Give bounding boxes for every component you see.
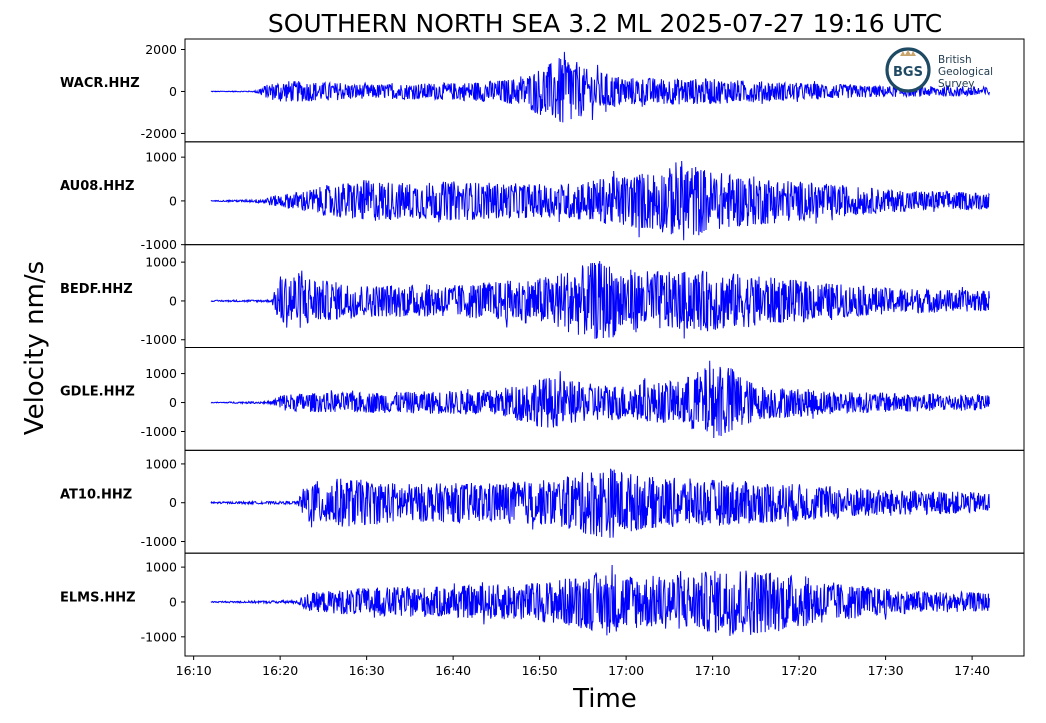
y-tick-label: 0: [169, 594, 177, 609]
x-tick-label: 16:30: [349, 663, 385, 678]
panel-elms-hhz: 1000 0 -1000 ELMS.HHZ: [60, 552, 1025, 657]
y-tick-label: 0: [169, 193, 177, 208]
y-tick-label: -1000: [141, 237, 177, 252]
x-axis: 16:10 16:20 16:30 16:40 16:50 17:00 17:10 17:20…: [176, 656, 990, 678]
y-tick-label: 0: [169, 84, 177, 99]
bgs-logo-ring: [885, 47, 931, 93]
waveform-trace: [210, 360, 990, 439]
panel-at10-hhz: 1000 0 -1000 AT10.HHZ: [60, 449, 1025, 554]
y-tick-label: -1000: [141, 332, 177, 347]
panel-gdle-hhz: 1000 0 -1000 GDLE.HHZ: [60, 347, 1025, 451]
x-tick-label: 17:40: [954, 663, 990, 678]
panels-group: 20000-2000WACR.HHZ10000-1000AU08.HHZ1000…: [60, 38, 1025, 657]
y-tick-label: -1000: [141, 534, 177, 549]
y-tick-label: -2000: [141, 126, 177, 141]
x-tick-label: 16:10: [176, 663, 212, 678]
waveform-trace: [210, 468, 990, 538]
y-tick-label: 1000: [145, 560, 177, 575]
panel-au08-hhz: 1000 0 -1000 AU08.HHZ: [60, 141, 1025, 252]
y-tick-label: 0: [169, 495, 177, 510]
y-tick-label: -1000: [141, 424, 177, 439]
station-label: WACR.HHZ: [60, 76, 140, 91]
waveform-trace: [210, 160, 990, 241]
chart-title: SOUTHERN NORTH SEA 3.2 ML 2025-07-27 19:…: [268, 9, 942, 38]
panel-frame: [184, 552, 1025, 657]
y-tick-label: -1000: [141, 629, 177, 644]
y-tick-label: 2000: [145, 42, 177, 57]
station-label: AU08.HHZ: [60, 179, 134, 194]
x-tick-label: 17:20: [781, 663, 817, 678]
x-tick-label: 16:40: [435, 663, 471, 678]
x-tick-label: 17:30: [868, 663, 904, 678]
station-label: GDLE.HHZ: [60, 385, 135, 400]
x-tick-label: 16:50: [522, 663, 558, 678]
y-tick-label: 1000: [145, 255, 177, 270]
x-tick-label: 16:20: [262, 663, 298, 678]
x-axis-label: Time: [572, 684, 637, 714]
x-tick-label: 17:00: [608, 663, 644, 678]
waveform-trace: [210, 260, 990, 340]
waveform-trace: [210, 51, 990, 123]
y-tick-label: 1000: [145, 366, 177, 381]
station-label: ELMS.HHZ: [60, 590, 136, 605]
waveform-trace: [210, 564, 990, 636]
logo-line-2: Geological: [938, 66, 993, 78]
y-tick-label: 1000: [145, 150, 177, 165]
y-tick-label: 0: [169, 293, 177, 308]
station-label: BEDF.HHZ: [60, 282, 133, 297]
station-label: AT10.HHZ: [60, 488, 132, 503]
y-tick-label: 0: [169, 395, 177, 410]
logo-line-1: British: [938, 54, 972, 66]
y-tick-label: 1000: [145, 456, 177, 471]
crown-icon: [900, 50, 916, 56]
y-axis-label: Velocity nm/s: [20, 261, 50, 435]
panel-wacr-hhz: 2000 0 -2000 WACR.HHZ: [60, 38, 1025, 143]
panel-bedf-hhz: 1000 0 -1000 BEDF.HHZ: [60, 244, 1025, 349]
x-tick-label: 17:10: [695, 663, 731, 678]
logo-line-3: Survey: [938, 78, 975, 90]
bgs-logo: BGS British Geological Survey: [885, 47, 993, 93]
bgs-logo-mark: BGS: [893, 65, 923, 80]
